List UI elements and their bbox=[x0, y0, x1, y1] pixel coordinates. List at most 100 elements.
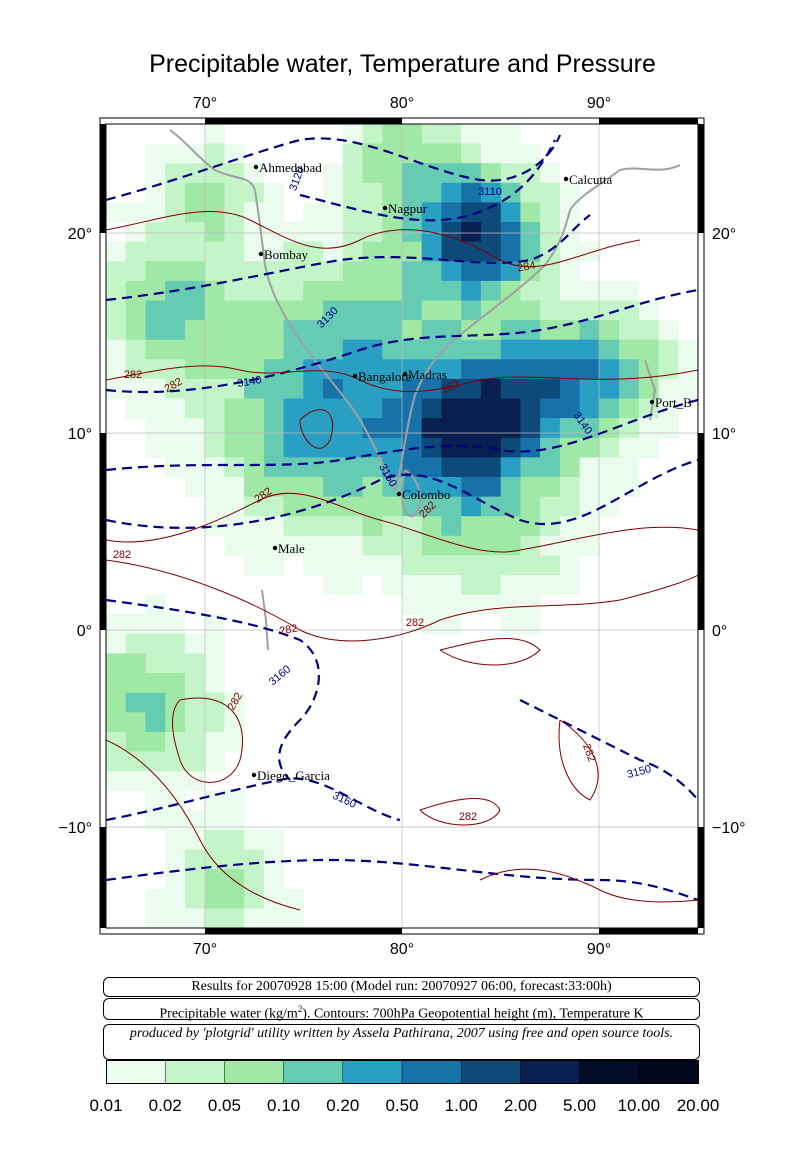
pw-cell bbox=[224, 202, 245, 223]
pw-cell bbox=[540, 320, 561, 341]
pw-cell bbox=[106, 241, 127, 262]
pw-cell bbox=[204, 888, 225, 909]
pw-cell bbox=[165, 712, 186, 733]
pw-cell bbox=[145, 261, 166, 282]
pw-cell bbox=[283, 339, 304, 360]
pw-cell bbox=[461, 182, 482, 203]
bottom-lon-label: 80° bbox=[390, 941, 414, 958]
pw-cell bbox=[402, 575, 423, 596]
temperature-label: 282 bbox=[278, 623, 298, 638]
pw-cell bbox=[540, 359, 561, 380]
pw-cell bbox=[244, 320, 265, 341]
pw-cell bbox=[480, 280, 502, 301]
city-label: Colombo bbox=[402, 487, 450, 502]
colorbar-label: 2.00 bbox=[503, 1096, 537, 1115]
pw-cell bbox=[106, 673, 127, 694]
pw-cell bbox=[421, 378, 442, 399]
pw-cell bbox=[520, 300, 541, 321]
pw-cell bbox=[362, 516, 383, 537]
pw-cell bbox=[184, 653, 206, 674]
pw-cell bbox=[520, 280, 541, 301]
pw-cell bbox=[263, 320, 285, 341]
units-text-prefix: Precipitable water (kg/m bbox=[159, 1006, 298, 1022]
pw-cell bbox=[461, 143, 482, 164]
pw-cell bbox=[421, 594, 442, 615]
pw-cell bbox=[204, 280, 225, 301]
pw-cell bbox=[184, 692, 206, 713]
pw-cell bbox=[342, 496, 363, 517]
pw-cell bbox=[500, 241, 521, 262]
pw-cell bbox=[461, 594, 482, 615]
pw-cell bbox=[283, 477, 304, 498]
pw-cell bbox=[342, 241, 363, 262]
pw-cell bbox=[461, 280, 482, 301]
pw-cell bbox=[184, 437, 206, 458]
pw-cell bbox=[500, 202, 521, 223]
pw-cell bbox=[500, 555, 521, 576]
bottom-lon-label: 70° bbox=[193, 941, 217, 958]
pw-cell bbox=[480, 182, 502, 203]
pw-cell bbox=[125, 222, 146, 243]
pw-cell bbox=[145, 143, 166, 164]
pw-cell bbox=[204, 849, 225, 870]
pw-cell bbox=[125, 731, 146, 752]
pw-cell bbox=[382, 535, 403, 556]
pw-cell bbox=[461, 359, 482, 380]
pw-cell bbox=[244, 457, 265, 478]
pw-cell bbox=[579, 280, 600, 301]
pw-cell bbox=[184, 457, 206, 478]
pw-cell bbox=[145, 378, 166, 399]
pw-cell bbox=[520, 143, 541, 164]
pw-cell bbox=[165, 692, 186, 713]
pw-cell bbox=[184, 261, 206, 282]
pw-cell bbox=[323, 300, 344, 321]
pw-cell bbox=[184, 300, 206, 321]
pw-cell bbox=[184, 869, 206, 890]
pw-cell bbox=[125, 378, 146, 399]
pw-cell bbox=[599, 398, 620, 419]
pw-cell bbox=[461, 516, 482, 537]
colorbar-swatch bbox=[164, 1060, 226, 1084]
pw-cell bbox=[421, 261, 442, 282]
pw-cell bbox=[204, 241, 225, 262]
pw-cell bbox=[303, 418, 324, 439]
pw-cell bbox=[145, 594, 166, 615]
pw-cell bbox=[402, 124, 423, 145]
pw-cell bbox=[619, 437, 640, 458]
pw-cell bbox=[244, 908, 265, 928]
temperature-label: 284 bbox=[516, 260, 536, 275]
pw-cell bbox=[638, 418, 659, 439]
pw-cell bbox=[165, 849, 186, 870]
colorbar-swatch bbox=[520, 1060, 581, 1084]
colorbar-label: 0.20 bbox=[326, 1096, 360, 1115]
pw-cell bbox=[224, 280, 245, 301]
pw-cell bbox=[540, 339, 561, 360]
pw-cell bbox=[421, 359, 442, 380]
pw-cell bbox=[106, 751, 127, 772]
pw-cell bbox=[362, 280, 383, 301]
pw-cell bbox=[145, 790, 166, 811]
pw-cell bbox=[559, 496, 581, 517]
pw-cell bbox=[244, 535, 265, 556]
pw-cell bbox=[263, 378, 285, 399]
pw-cell bbox=[204, 790, 225, 811]
pw-cell bbox=[303, 320, 324, 341]
pw-cell bbox=[165, 418, 186, 439]
pw-cell bbox=[184, 320, 206, 341]
pw-cell bbox=[224, 810, 245, 831]
pw-cell bbox=[421, 143, 442, 164]
pw-cell bbox=[421, 418, 442, 439]
pw-cell bbox=[382, 398, 403, 419]
pw-cell bbox=[263, 182, 285, 203]
pw-cell bbox=[244, 378, 265, 399]
pw-cell bbox=[165, 830, 186, 851]
pw-cell bbox=[599, 300, 620, 321]
colorbar-label: 1.00 bbox=[444, 1096, 478, 1115]
pw-cell bbox=[204, 653, 225, 674]
pw-cell bbox=[224, 241, 245, 262]
pw-cell bbox=[382, 182, 403, 203]
pw-cell bbox=[638, 320, 659, 341]
pw-cell bbox=[323, 280, 344, 301]
pw-cell bbox=[382, 163, 403, 184]
pw-cell bbox=[244, 437, 265, 458]
